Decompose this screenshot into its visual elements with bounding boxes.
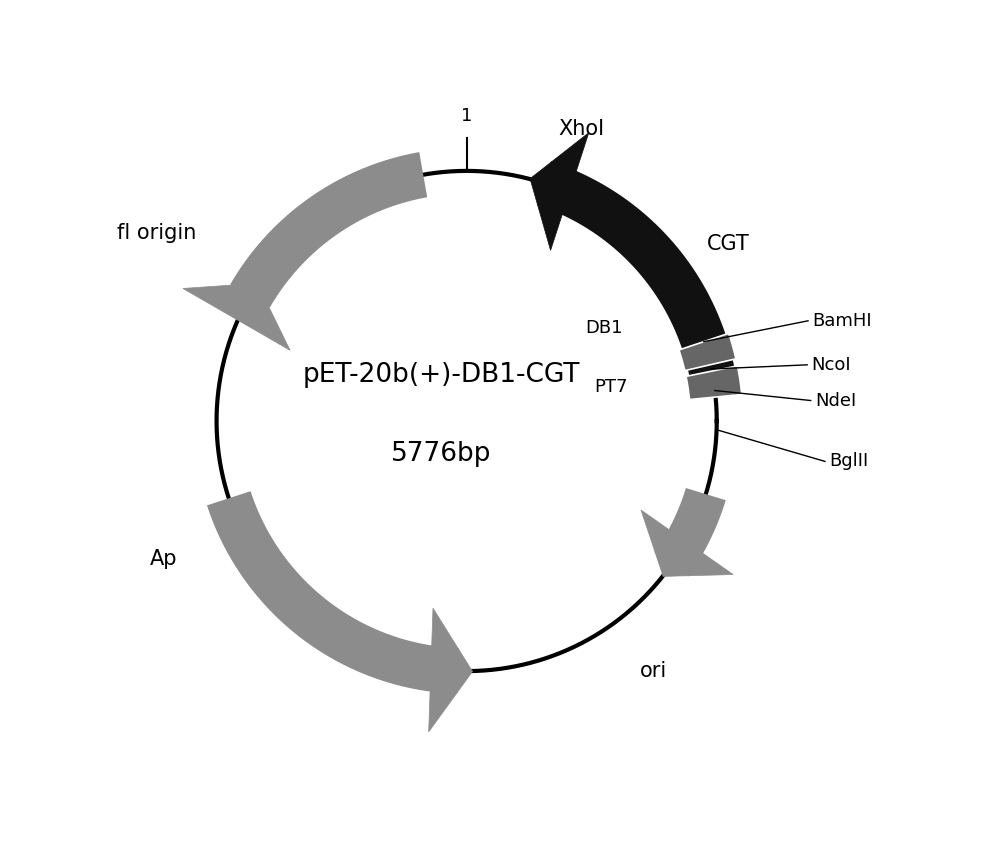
Text: Ap: Ap	[150, 548, 177, 568]
Text: 5776bp: 5776bp	[391, 441, 492, 467]
Polygon shape	[537, 162, 737, 389]
Polygon shape	[530, 133, 589, 250]
Polygon shape	[207, 491, 459, 694]
Polygon shape	[654, 488, 726, 577]
Text: fl origin: fl origin	[117, 222, 196, 242]
Text: ori: ori	[640, 661, 668, 681]
Text: pET-20b(+)-DB1-CGT: pET-20b(+)-DB1-CGT	[303, 362, 580, 388]
Text: 1: 1	[461, 107, 472, 125]
Polygon shape	[429, 608, 473, 732]
Text: NdeI: NdeI	[815, 392, 856, 409]
Text: DB1: DB1	[585, 319, 623, 338]
Polygon shape	[183, 283, 290, 350]
Text: PT7: PT7	[594, 378, 627, 397]
Polygon shape	[230, 152, 427, 307]
Text: CGT: CGT	[706, 234, 749, 254]
Polygon shape	[686, 366, 742, 400]
Text: BamHI: BamHI	[812, 312, 872, 330]
Text: BglII: BglII	[829, 452, 868, 471]
Text: NcoI: NcoI	[811, 356, 851, 374]
Polygon shape	[679, 333, 736, 370]
Text: XhoI: XhoI	[558, 119, 605, 139]
Polygon shape	[641, 510, 733, 577]
